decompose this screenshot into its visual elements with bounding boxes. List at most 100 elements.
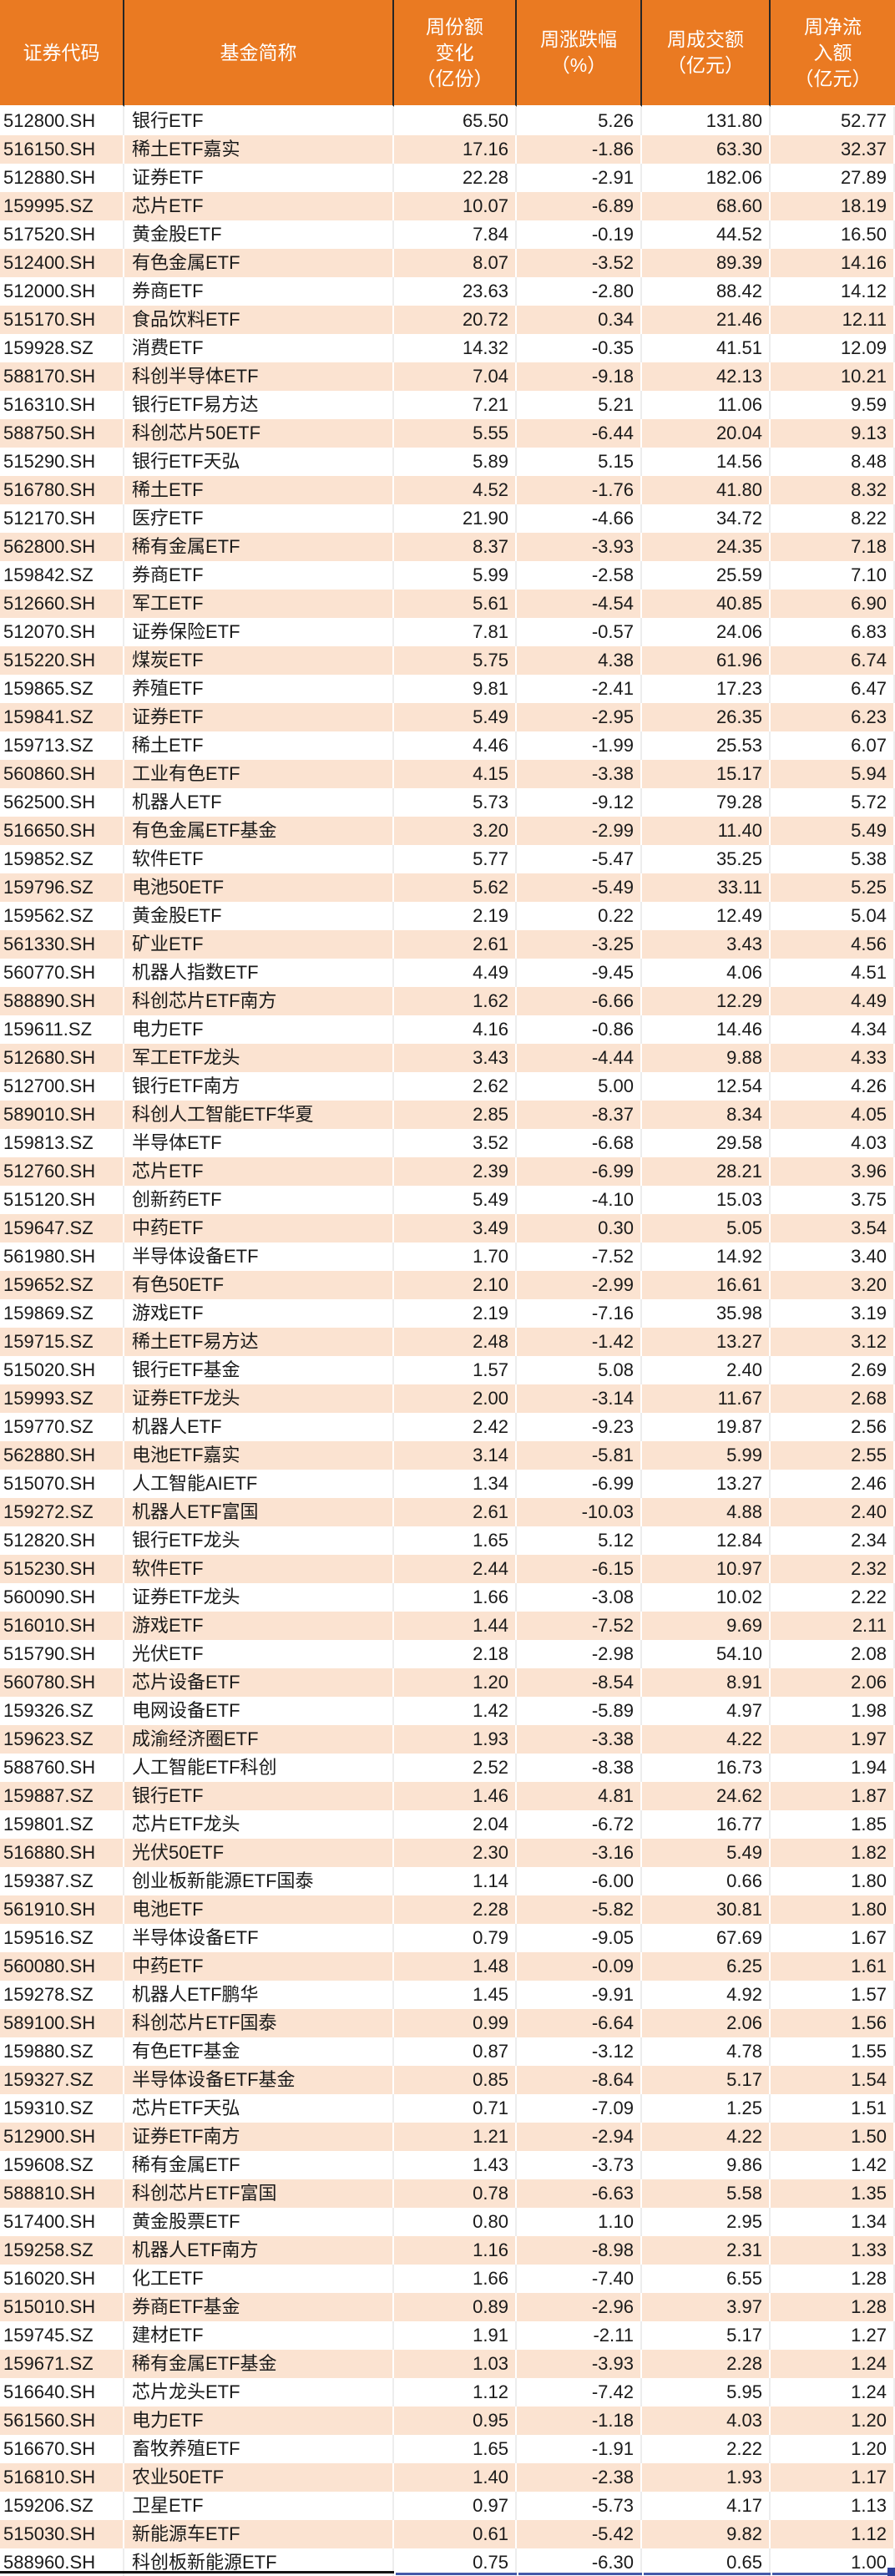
- cell-net-inflow[interactable]: 8.32: [771, 476, 895, 504]
- cell-code[interactable]: 515230.SH: [0, 1555, 124, 1583]
- cell-net-inflow[interactable]: 1.42: [771, 2151, 895, 2179]
- cell-turnover[interactable]: 67.69: [642, 1924, 771, 1952]
- cell-net-inflow[interactable]: 1.20: [771, 2435, 895, 2463]
- cell-turnover[interactable]: 4.17: [642, 2492, 771, 2520]
- cell-turnover[interactable]: 12.29: [642, 987, 771, 1015]
- cell-turnover[interactable]: 35.98: [642, 1299, 771, 1328]
- cell-net-inflow[interactable]: 1.82: [771, 1839, 895, 1867]
- cell-code[interactable]: 515020.SH: [0, 1356, 124, 1384]
- cell-share-change[interactable]: 0.97: [394, 2492, 517, 2520]
- cell-code[interactable]: 159326.SZ: [0, 1697, 124, 1725]
- cell-net-inflow[interactable]: 27.89: [771, 164, 895, 192]
- cell-name[interactable]: 芯片ETF天弘: [124, 2094, 394, 2123]
- cell-name[interactable]: 科创板新能源ETF: [124, 2548, 394, 2576]
- cell-net-inflow[interactable]: 4.34: [771, 1015, 895, 1044]
- cell-turnover[interactable]: 2.22: [642, 2435, 771, 2463]
- cell-pct-change[interactable]: -1.99: [517, 731, 642, 760]
- cell-share-change[interactable]: 2.42: [394, 1413, 517, 1441]
- cell-code[interactable]: 159608.SZ: [0, 2151, 124, 2179]
- cell-turnover[interactable]: 5.95: [642, 2378, 771, 2406]
- cell-turnover[interactable]: 5.49: [642, 1839, 771, 1867]
- cell-net-inflow[interactable]: 14.16: [771, 249, 895, 277]
- cell-name[interactable]: 证券保险ETF: [124, 618, 394, 646]
- cell-pct-change[interactable]: 5.26: [517, 107, 642, 135]
- header-cell-share-change[interactable]: 周份额 变化 （亿份）: [394, 0, 517, 107]
- cell-net-inflow[interactable]: 1.13: [771, 2492, 895, 2520]
- cell-turnover[interactable]: 16.73: [642, 1754, 771, 1782]
- cell-pct-change[interactable]: -9.12: [517, 788, 642, 817]
- cell-net-inflow[interactable]: 6.47: [771, 675, 895, 703]
- cell-name[interactable]: 证券ETF: [124, 164, 394, 192]
- cell-share-change[interactable]: 0.85: [394, 2066, 517, 2094]
- cell-share-change[interactable]: 1.21: [394, 2123, 517, 2151]
- cell-code[interactable]: 562500.SH: [0, 788, 124, 817]
- cell-code[interactable]: 589100.SH: [0, 2009, 124, 2037]
- cell-name[interactable]: 科创人工智能ETF华夏: [124, 1101, 394, 1129]
- cell-name[interactable]: 军工ETF龙头: [124, 1044, 394, 1072]
- cell-share-change[interactable]: 2.30: [394, 1839, 517, 1867]
- cell-turnover[interactable]: 11.06: [642, 391, 771, 419]
- cell-name[interactable]: 创新药ETF: [124, 1186, 394, 1214]
- cell-name[interactable]: 稀土ETF: [124, 731, 394, 760]
- cell-turnover[interactable]: 35.25: [642, 845, 771, 873]
- cell-turnover[interactable]: 15.03: [642, 1186, 771, 1214]
- cell-turnover[interactable]: 42.13: [642, 362, 771, 391]
- cell-turnover[interactable]: 4.06: [642, 959, 771, 987]
- cell-code[interactable]: 516670.SH: [0, 2435, 124, 2463]
- cell-name[interactable]: 芯片设备ETF: [124, 1668, 394, 1697]
- cell-code[interactable]: 159880.SZ: [0, 2037, 124, 2066]
- cell-share-change[interactable]: 17.16: [394, 135, 517, 164]
- cell-share-change[interactable]: 0.80: [394, 2208, 517, 2236]
- cell-net-inflow[interactable]: 12.09: [771, 334, 895, 362]
- cell-code[interactable]: 159278.SZ: [0, 1981, 124, 2009]
- cell-name[interactable]: 软件ETF: [124, 845, 394, 873]
- cell-share-change[interactable]: 2.04: [394, 1810, 517, 1839]
- cell-turnover[interactable]: 25.59: [642, 561, 771, 590]
- cell-name[interactable]: 芯片ETF: [124, 1157, 394, 1186]
- cell-share-change[interactable]: 9.81: [394, 675, 517, 703]
- cell-name[interactable]: 养殖ETF: [124, 675, 394, 703]
- cell-share-change[interactable]: 1.12: [394, 2378, 517, 2406]
- cell-pct-change[interactable]: -5.49: [517, 873, 642, 902]
- cell-turnover[interactable]: 30.81: [642, 1895, 771, 1924]
- cell-name[interactable]: 光伏ETF: [124, 1640, 394, 1668]
- cell-turnover[interactable]: 4.22: [642, 1725, 771, 1754]
- cell-share-change[interactable]: 4.46: [394, 731, 517, 760]
- cell-net-inflow[interactable]: 4.26: [771, 1072, 895, 1101]
- cell-turnover[interactable]: 6.25: [642, 1952, 771, 1981]
- cell-share-change[interactable]: 1.93: [394, 1725, 517, 1754]
- cell-code[interactable]: 159652.SZ: [0, 1271, 124, 1299]
- cell-code[interactable]: 588170.SH: [0, 362, 124, 391]
- cell-name[interactable]: 科创芯片ETF南方: [124, 987, 394, 1015]
- cell-code[interactable]: 512680.SH: [0, 1044, 124, 1072]
- cell-turnover[interactable]: 2.28: [642, 2350, 771, 2378]
- cell-net-inflow[interactable]: 2.06: [771, 1668, 895, 1697]
- cell-turnover[interactable]: 88.42: [642, 277, 771, 306]
- cell-turnover[interactable]: 14.56: [642, 448, 771, 476]
- cell-pct-change[interactable]: -2.11: [517, 2321, 642, 2350]
- cell-name[interactable]: 机器人ETF南方: [124, 2236, 394, 2265]
- cell-share-change[interactable]: 22.28: [394, 164, 517, 192]
- cell-name[interactable]: 银行ETF天弘: [124, 448, 394, 476]
- cell-code[interactable]: 159928.SZ: [0, 334, 124, 362]
- cell-name[interactable]: 黄金股ETF: [124, 902, 394, 930]
- cell-code[interactable]: 512820.SH: [0, 1526, 124, 1555]
- cell-share-change[interactable]: 2.44: [394, 1555, 517, 1583]
- cell-name[interactable]: 稀土ETF: [124, 476, 394, 504]
- cell-name[interactable]: 煤炭ETF: [124, 646, 394, 675]
- cell-pct-change[interactable]: -5.73: [517, 2492, 642, 2520]
- cell-pct-change[interactable]: -2.98: [517, 1640, 642, 1668]
- cell-share-change[interactable]: 5.49: [394, 1186, 517, 1214]
- cell-pct-change[interactable]: -6.30: [517, 2548, 642, 2576]
- cell-pct-change[interactable]: -3.16: [517, 1839, 642, 1867]
- cell-share-change[interactable]: 8.07: [394, 249, 517, 277]
- cell-turnover[interactable]: 41.80: [642, 476, 771, 504]
- cell-code[interactable]: 159887.SZ: [0, 1782, 124, 1810]
- cell-share-change[interactable]: 2.61: [394, 1498, 517, 1526]
- cell-turnover[interactable]: 3.97: [642, 2293, 771, 2321]
- cell-turnover[interactable]: 21.46: [642, 306, 771, 334]
- cell-code[interactable]: 517520.SH: [0, 220, 124, 249]
- cell-share-change[interactable]: 1.44: [394, 1612, 517, 1640]
- cell-net-inflow[interactable]: 1.87: [771, 1782, 895, 1810]
- cell-net-inflow[interactable]: 3.54: [771, 1214, 895, 1242]
